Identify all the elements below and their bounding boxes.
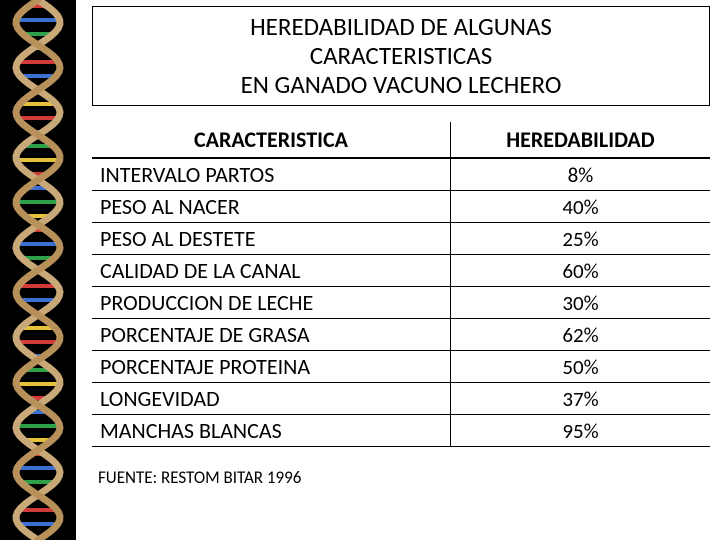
column-header-characteristic: CARACTERISTICA [92,122,450,158]
cell-heritability: 95% [450,415,710,447]
table-row: CALIDAD DE LA CANAL60% [92,255,710,287]
table-row: PORCENTAJE PROTEINA50% [92,351,710,383]
cell-characteristic: CALIDAD DE LA CANAL [92,255,450,287]
cell-heritability: 60% [450,255,710,287]
cell-characteristic: PORCENTAJE DE GRASA [92,319,450,351]
cell-characteristic: PRODUCCION DE LECHE [92,287,450,319]
table-row: LONGEVIDAD37% [92,383,710,415]
cell-characteristic: LONGEVIDAD [92,383,450,415]
table-row: PESO AL NACER40% [92,191,710,223]
cell-heritability: 25% [450,223,710,255]
table-row: MANCHAS BLANCAS95% [92,415,710,447]
table-row: INTERVALO PARTOS8% [92,158,710,191]
dna-decoration [0,0,76,540]
cell-characteristic: PESO AL DESTETE [92,223,450,255]
cell-heritability: 37% [450,383,710,415]
slide-title: HEREDABILIDAD DE ALGUNAS CARACTERISTICAS… [92,6,710,106]
title-line-1: HEREDABILIDAD DE ALGUNAS [250,11,552,42]
source-citation: FUENTE: RESTOM BITAR 1996 [92,467,710,488]
table-row: PESO AL DESTETE25% [92,223,710,255]
dna-helix-icon [0,0,76,540]
cell-heritability: 40% [450,191,710,223]
cell-characteristic: MANCHAS BLANCAS [92,415,450,447]
table-row: PORCENTAJE DE GRASA62% [92,319,710,351]
heritability-table: CARACTERISTICA HEREDABILIDAD INTERVALO P… [92,122,710,447]
slide-content: HEREDABILIDAD DE ALGUNAS CARACTERISTICAS… [76,0,720,540]
title-line-2: CARACTERISTICAS [310,40,492,71]
table-row: PRODUCCION DE LECHE30% [92,287,710,319]
cell-characteristic: PORCENTAJE PROTEINA [92,351,450,383]
cell-characteristic: PESO AL NACER [92,191,450,223]
table-header-row: CARACTERISTICA HEREDABILIDAD [92,122,710,158]
cell-heritability: 62% [450,319,710,351]
column-header-heritability: HEREDABILIDAD [450,122,710,158]
title-line-3: EN GANADO VACUNO LECHERO [241,69,562,100]
cell-heritability: 8% [450,158,710,191]
cell-characteristic: INTERVALO PARTOS [92,158,450,191]
cell-heritability: 30% [450,287,710,319]
cell-heritability: 50% [450,351,710,383]
